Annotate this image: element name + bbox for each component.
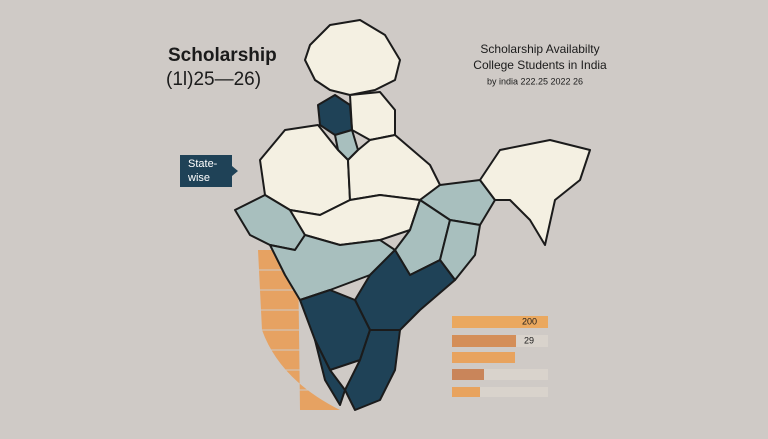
region-kerala	[314, 339, 346, 406]
region-north	[304, 19, 401, 96]
badge-shape	[180, 155, 238, 187]
bar-label: 29	[524, 335, 534, 345]
bar	[452, 316, 548, 328]
legend-title: Scholarship Availabilty	[480, 42, 599, 56]
badge-text: State-	[188, 158, 218, 170]
legend-subtitle: College Students in India	[473, 58, 607, 72]
bar-label: 200	[522, 316, 537, 326]
region-northeast	[479, 139, 591, 246]
badge-text: wise	[187, 172, 210, 184]
bar	[452, 369, 484, 380]
bar-track	[452, 369, 548, 380]
bar	[452, 352, 515, 363]
bar	[452, 335, 516, 347]
badge: State- wise	[180, 155, 238, 187]
bar-panel: 200 29	[452, 316, 548, 397]
subtitle: (1l)25—26)	[166, 69, 261, 90]
bar-track	[452, 387, 548, 397]
title: Scholarship	[168, 45, 277, 66]
legend-note: by india 222.25 2022 26	[487, 76, 583, 86]
bar	[452, 387, 480, 397]
india-map	[234, 19, 591, 411]
region-tamilnadu	[344, 329, 401, 411]
